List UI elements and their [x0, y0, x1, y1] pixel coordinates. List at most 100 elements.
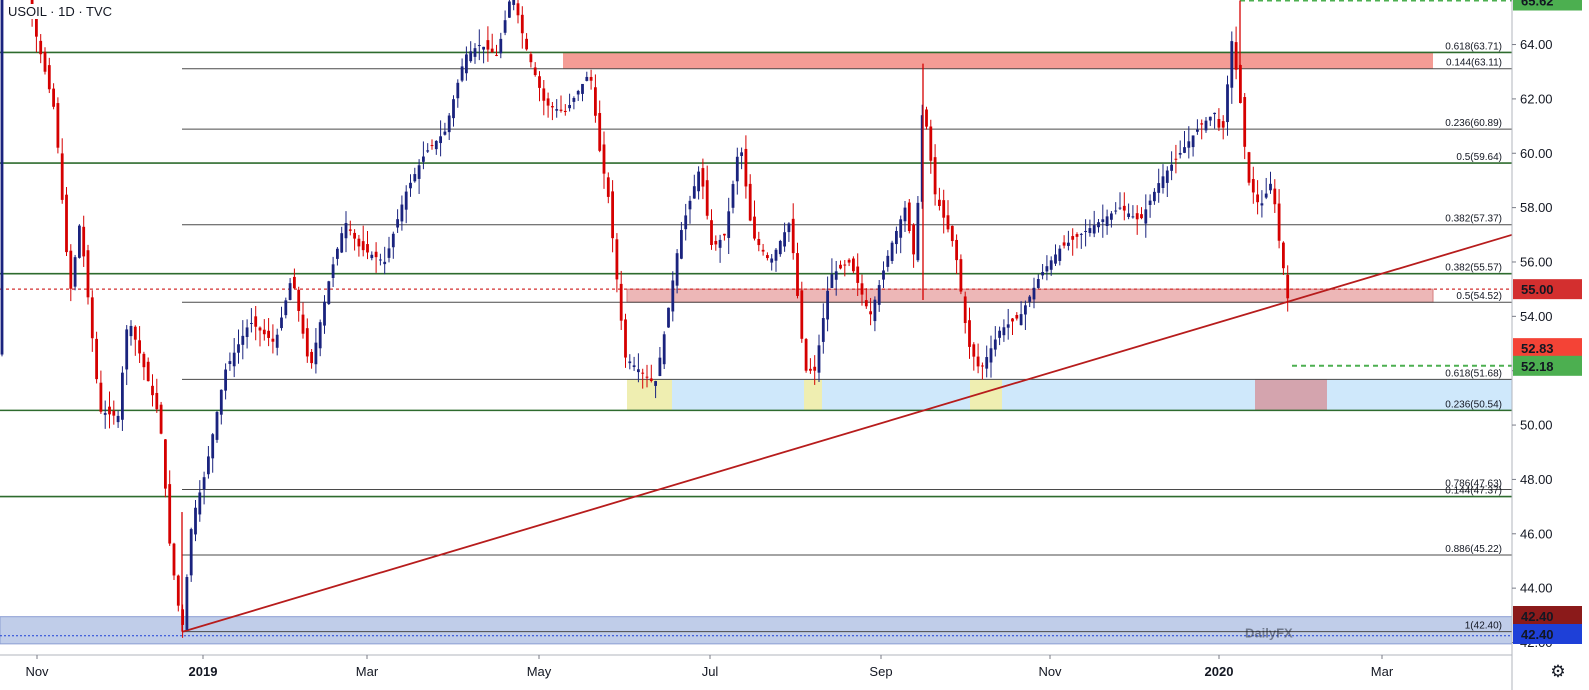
- candle: [228, 352, 232, 371]
- watermark: DailyFX: [1245, 626, 1293, 641]
- candle: [1247, 151, 1251, 186]
- candle: [744, 135, 748, 199]
- candle: [594, 74, 597, 123]
- candle: [1157, 168, 1161, 203]
- candle: [495, 44, 498, 57]
- candle: [379, 253, 382, 266]
- candle: [615, 233, 619, 293]
- candle: [374, 242, 378, 273]
- candle: [331, 256, 335, 288]
- candle: [1226, 75, 1229, 136]
- candle: [189, 527, 193, 582]
- y-tick-label: 64.00: [1520, 37, 1553, 52]
- candle: [852, 256, 855, 274]
- fib-label: 0.144(47.37): [1445, 486, 1502, 497]
- gear-icon[interactable]: ⚙: [1550, 662, 1566, 682]
- candle: [740, 147, 743, 170]
- support-zone-blue: [627, 379, 1512, 411]
- candle: [219, 389, 223, 425]
- price-tag: 52.18: [1513, 355, 1582, 376]
- candle: [830, 258, 834, 289]
- candle: [293, 268, 296, 289]
- candle: [258, 326, 262, 347]
- candle: [1174, 144, 1178, 174]
- candle: [159, 401, 163, 435]
- candle: [1213, 112, 1216, 129]
- candle: [47, 57, 51, 94]
- candle: [576, 89, 580, 101]
- candle: [1256, 180, 1259, 215]
- x-tick-label: May: [527, 664, 552, 679]
- candle: [121, 366, 124, 431]
- candle: [976, 343, 980, 374]
- candle: [430, 139, 434, 150]
- candle: [877, 280, 881, 312]
- candle: [1075, 232, 1079, 249]
- fib-label: 0.236(60.89): [1445, 118, 1502, 129]
- candle: [1187, 126, 1191, 159]
- candle: [129, 320, 133, 346]
- candle: [417, 159, 421, 194]
- candle: [933, 144, 937, 206]
- chart-title: USOIL · 1D · TVC: [6, 4, 115, 19]
- x-tick-label: Sep: [869, 664, 892, 679]
- candle: [82, 215, 86, 267]
- candle: [533, 62, 537, 77]
- x-axis[interactable]: Nov 2019 Mar May Jul Sep Nov 2020 Mar: [25, 655, 1394, 679]
- yellow-highlight: [804, 379, 822, 411]
- candle: [856, 253, 860, 296]
- candle: [224, 363, 227, 400]
- candle: [465, 46, 468, 81]
- candle: [525, 33, 528, 51]
- candle: [1067, 230, 1070, 251]
- candle: [211, 432, 215, 473]
- candle: [250, 308, 253, 333]
- candle: [791, 203, 795, 260]
- fib-label: 0.236(50.54): [1445, 399, 1502, 410]
- x-tick-label: 2019: [189, 664, 218, 679]
- candle: [168, 470, 172, 546]
- candle: [69, 244, 73, 302]
- candle: [284, 297, 288, 319]
- candle: [748, 174, 752, 222]
- candle: [366, 230, 369, 260]
- trendline[interactable]: [182, 233, 1513, 633]
- candle: [761, 243, 765, 256]
- candle: [151, 374, 154, 407]
- x-tick-label: Nov: [25, 664, 49, 679]
- candle: [989, 335, 993, 378]
- candle: [185, 574, 189, 630]
- candle: [1204, 117, 1208, 133]
- candle: [1251, 166, 1255, 204]
- y-axis[interactable]: 70.0068.0066.0064.0062.0060.0058.0056.00…: [1512, 0, 1553, 650]
- candle: [138, 326, 141, 364]
- candle: [1032, 277, 1036, 309]
- candle: [1084, 219, 1087, 247]
- candle: [1196, 119, 1199, 135]
- candle: [1221, 115, 1225, 140]
- candle: [968, 307, 971, 359]
- yellow-highlight: [627, 379, 672, 411]
- candle: [602, 131, 606, 189]
- candle: [903, 201, 907, 232]
- candle: [925, 106, 928, 130]
- candle: [207, 446, 210, 479]
- candle: [774, 248, 778, 272]
- price-tag: 42.40: [1513, 624, 1582, 644]
- candle: [267, 318, 270, 347]
- candle: [701, 158, 705, 200]
- candle: [1144, 194, 1148, 238]
- candle: [559, 95, 563, 113]
- candle: [516, 0, 520, 24]
- fib-label: 0.786(47.63): [1445, 478, 1502, 489]
- candle: [86, 244, 90, 305]
- candle: [434, 140, 438, 155]
- candle: [1011, 317, 1014, 336]
- candle: [555, 99, 559, 118]
- candle: [439, 120, 442, 157]
- candle: [1079, 232, 1083, 249]
- candle: [245, 319, 249, 349]
- y-tick-label: 62.00: [1520, 91, 1553, 106]
